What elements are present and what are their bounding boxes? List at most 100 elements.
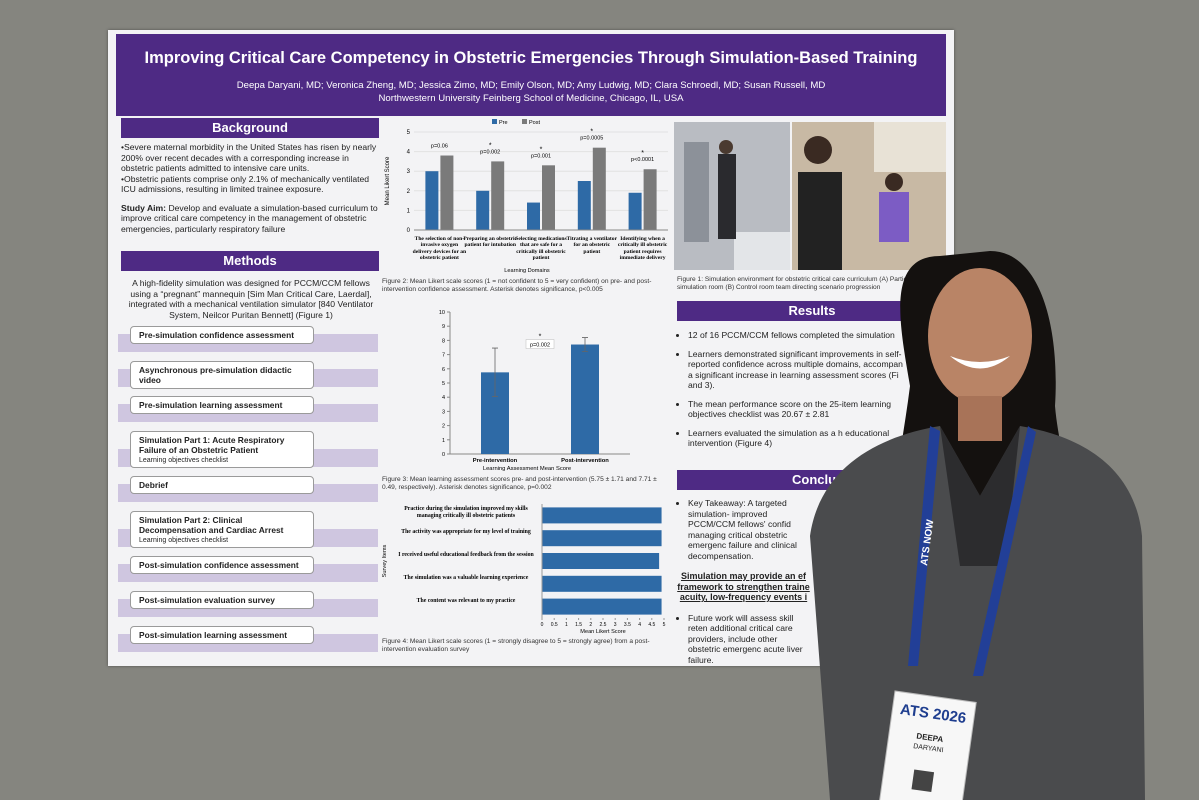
bar: [542, 553, 660, 569]
x-tick-label: The selection of non-invasive oxygen del…: [412, 236, 467, 262]
legend-swatch: [522, 119, 527, 124]
bullet: 12 of 16 PCCM/CCM fellows completed the …: [688, 330, 906, 341]
face: [928, 268, 1032, 404]
step-box: Asynchronous pre-simulation didactic vid…: [130, 361, 314, 389]
step-box: Post-simulation learning assessment: [130, 626, 314, 644]
step-label: Pre-simulation learning assessment: [139, 400, 283, 410]
conclusions-text: Key Takeaway: A targeted simulation- imp…: [676, 498, 811, 665]
person: [719, 140, 733, 154]
step-label: Simulation Part 1: Acute Respiratory Fai…: [139, 435, 285, 455]
p-value: p=0.002: [480, 149, 500, 155]
x-tick-label: 3: [614, 622, 617, 628]
y-tick-label: The simulation was a valuable learning e…: [403, 574, 529, 581]
equipment: [684, 142, 709, 242]
x-tick-label: Preparing an obstetric patient for intub…: [463, 236, 518, 249]
neck: [958, 396, 1002, 441]
lanyard: [908, 426, 1036, 676]
x-tick-label: 4: [638, 622, 641, 628]
poster: Improving Critical Care Competency in Ob…: [108, 30, 954, 666]
y-tick-label: 5: [407, 130, 411, 136]
x-tick-label: 0.5: [551, 622, 558, 628]
paragraph: •Severe maternal morbidity in the United…: [121, 142, 377, 173]
figure-1-caption: Figure 1: Simulation environment for obs…: [677, 276, 932, 291]
x-tick-label: 4.5: [648, 622, 655, 628]
results-text: 12 of 16 PCCM/CCM fellows completed the …: [676, 330, 906, 457]
legend-label: Pre: [499, 120, 508, 126]
bar: [628, 192, 642, 230]
results-list: 12 of 16 PCCM/CCM fellows completed the …: [676, 330, 906, 449]
bar: [440, 155, 454, 230]
y-tick-label: Practice during the simulation improved …: [404, 506, 528, 519]
x-axis-label: Learning Domains: [504, 268, 550, 274]
y-tick-label: 9: [442, 324, 445, 330]
y-tick-label: I received useful educational feedback f…: [398, 552, 534, 558]
wall-board: [874, 122, 946, 172]
badge-card: [878, 690, 977, 800]
section-heading: Background: [121, 118, 379, 138]
x-tick-label: 2: [589, 622, 592, 628]
y-tick-label: 3: [442, 409, 445, 415]
y-tick-label: 8: [442, 338, 445, 344]
bed: [734, 232, 790, 270]
x-tick-label: Post-intervention: [561, 458, 609, 464]
step-label: Post-simulation evaluation survey: [139, 595, 275, 605]
caption: Figure 4: Mean Likert scale scores (1 = …: [382, 638, 650, 653]
x-tick-label: Selecting medications that are safe for …: [515, 236, 567, 262]
y-tick-label: 7: [442, 353, 445, 359]
bullet: Learners demonstrated significant improv…: [688, 349, 906, 391]
highlight: Simulation may provide an ef framework t…: [677, 571, 810, 602]
step-label: Post-simulation learning assessment: [139, 630, 288, 640]
error-bar: [492, 347, 498, 398]
x-tick-label: 5: [663, 622, 666, 628]
significance: *: [590, 129, 593, 136]
bar: [542, 530, 662, 547]
conclusions-list: Key Takeaway: A targeted simulation- imp…: [676, 498, 811, 561]
background-text: •Severe maternal morbidity in the United…: [121, 142, 379, 234]
section-heading: Methods: [121, 251, 379, 271]
x-tick-label: Identifying when a critically ill obstet…: [617, 236, 668, 262]
methods-intro: A high-fidelity simulation was designed …: [128, 278, 374, 320]
y-tick-label: 0: [442, 452, 445, 458]
y-tick-label: 3: [407, 169, 411, 175]
step-box: Simulation Part 2: Clinical Decompensati…: [130, 511, 314, 548]
bar: [542, 507, 662, 524]
step-label: Simulation Part 2: Clinical Decompensati…: [139, 515, 284, 535]
x-axis-label: Mean Likert Score: [580, 629, 625, 633]
person: [798, 172, 842, 270]
y-axis-label: Mean Likert Score: [385, 156, 391, 205]
x-tick-label: 1: [565, 622, 568, 628]
step-box: Simulation Part 1: Acute Respiratory Fai…: [130, 431, 314, 468]
step-box: Pre-simulation confidence assessment: [130, 326, 314, 344]
y-tick-label: 0: [407, 228, 411, 234]
p-value: p=0.0005: [580, 136, 603, 142]
bar: [425, 171, 439, 230]
step-label: Debrief: [139, 480, 168, 490]
bar: [577, 181, 591, 230]
badge: ATS 2026 DEEPA DARYANI: [878, 690, 977, 800]
y-tick-label: 1: [407, 208, 411, 214]
x-tick-label: 0: [541, 622, 544, 628]
p-value: p<0.0001: [631, 157, 654, 163]
p-value: p=0.001: [531, 153, 551, 159]
x-axis-label: Learning Assessment Mean Score: [482, 466, 572, 472]
step-label: Pre-simulation confidence assessment: [139, 330, 294, 340]
smile: [950, 356, 1010, 369]
bar: [571, 344, 599, 454]
bar: [592, 147, 606, 230]
y-tick-label: 2: [407, 189, 411, 195]
aim-text: Develop and evaluate a simulation-based …: [121, 202, 378, 234]
person: [804, 136, 832, 164]
y-tick-label: 5: [442, 381, 445, 387]
x-tick-label: Pre-intervention: [473, 458, 518, 464]
y-tick-label: 4: [442, 395, 445, 401]
legend-swatch: [492, 119, 497, 124]
chart: 0 1 2 3 4 5 Mean Likert Score Pre Post p=0.06 p=0.…: [385, 119, 668, 234]
caption: Figure 2: Mean Likert scale scores (1 = …: [382, 278, 652, 293]
figure-4: 0 0.5 1 1.5 2 2.5 3 3.5 4 4.5 5 Mean Likert Score Su…: [380, 498, 674, 662]
poster-title: Improving Critical Care Competency in Ob…: [144, 49, 918, 67]
chart: 0 0.5 1 1.5 2 2.5 3 3.5 4 4.5 5 Mean Likert Score Su…: [382, 504, 666, 633]
badge-first-name: DEEPA: [916, 731, 944, 744]
study-aim: Study Aim: Develop and evaluate a simula…: [121, 203, 379, 235]
section-heading: Results: [677, 301, 947, 321]
